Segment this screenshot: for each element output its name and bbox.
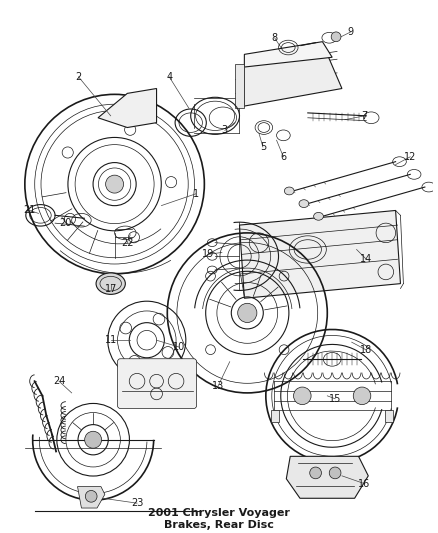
Text: 7: 7: [361, 111, 367, 121]
Polygon shape: [385, 410, 393, 422]
Text: 21: 21: [24, 205, 36, 215]
Text: 6: 6: [280, 152, 286, 162]
Text: 14: 14: [360, 254, 372, 264]
Polygon shape: [78, 487, 105, 508]
Polygon shape: [271, 410, 279, 422]
Text: 18: 18: [360, 345, 372, 355]
Text: 2001 Chrysler Voyager
Brakes, Rear Disc: 2001 Chrysler Voyager Brakes, Rear Disc: [148, 508, 290, 530]
Text: 4: 4: [166, 72, 172, 82]
Circle shape: [106, 175, 124, 193]
Text: 11: 11: [105, 335, 117, 345]
Text: 15: 15: [329, 394, 341, 404]
Ellipse shape: [299, 200, 309, 207]
Text: 17: 17: [105, 284, 117, 294]
Text: 24: 24: [53, 376, 65, 386]
FancyBboxPatch shape: [117, 359, 197, 408]
Text: 16: 16: [358, 479, 371, 489]
Circle shape: [329, 467, 341, 479]
Text: 23: 23: [131, 498, 143, 508]
Circle shape: [85, 490, 97, 502]
Circle shape: [310, 467, 321, 479]
Circle shape: [293, 387, 311, 405]
Text: 8: 8: [272, 33, 278, 43]
Circle shape: [85, 431, 102, 448]
Circle shape: [238, 303, 257, 322]
Circle shape: [353, 387, 371, 405]
Polygon shape: [98, 88, 156, 127]
Text: 19: 19: [202, 249, 214, 260]
Text: 10: 10: [173, 342, 185, 352]
Circle shape: [331, 32, 341, 42]
Text: 22: 22: [121, 238, 134, 248]
Polygon shape: [286, 456, 368, 498]
Polygon shape: [240, 67, 244, 106]
Text: 9: 9: [348, 27, 354, 37]
Polygon shape: [240, 211, 400, 298]
Text: 13: 13: [212, 381, 224, 391]
Text: 20: 20: [60, 218, 72, 228]
Text: 12: 12: [404, 152, 417, 162]
Text: 5: 5: [260, 142, 266, 152]
Text: 2: 2: [75, 72, 81, 82]
Ellipse shape: [314, 213, 323, 220]
Text: 3: 3: [222, 125, 228, 135]
Ellipse shape: [284, 187, 294, 195]
Ellipse shape: [96, 273, 125, 294]
Polygon shape: [235, 64, 244, 108]
Polygon shape: [240, 54, 342, 106]
Text: 1: 1: [193, 189, 199, 199]
Polygon shape: [244, 42, 332, 67]
